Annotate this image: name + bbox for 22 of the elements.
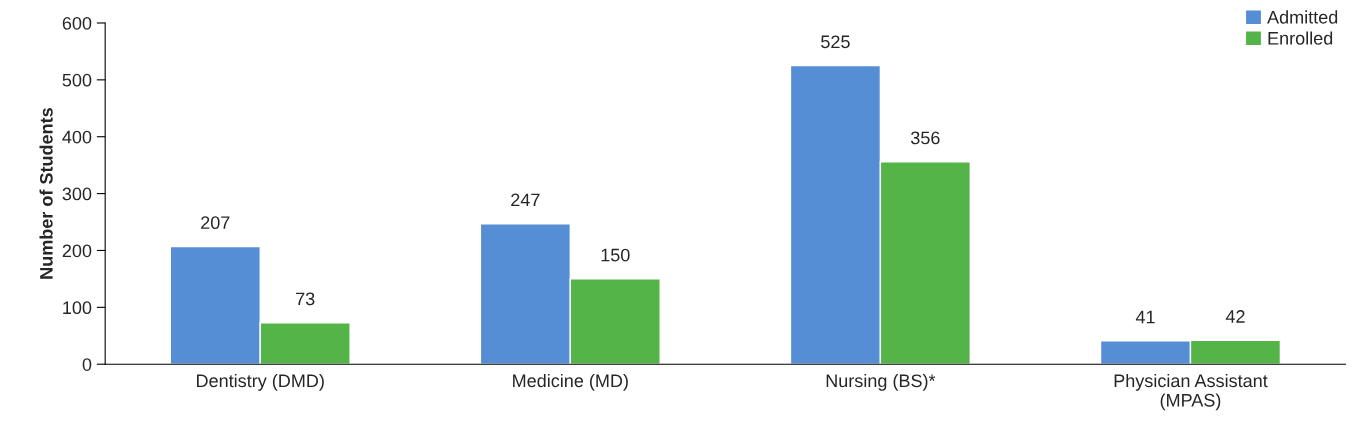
y-tick-label: 300 — [62, 187, 92, 201]
data-label: 356 — [910, 131, 940, 145]
legend-label: Admitted — [1267, 10, 1338, 24]
data-label: 525 — [821, 35, 850, 49]
data-label: 41 — [1135, 310, 1155, 324]
data-label: 42 — [1225, 310, 1245, 323]
legend-label: Enrolled — [1268, 31, 1333, 45]
y-tick-label: 0 — [82, 358, 92, 371]
x-tick-label: Dentistry (DMD) — [197, 373, 324, 391]
x-tick-label: Medicine (MD) — [513, 373, 628, 391]
y-tick-label: 400 — [62, 130, 92, 144]
y-axis-title: Number of Students — [39, 108, 53, 279]
y-tick-label: 600 — [62, 16, 92, 30]
x-tick-label: Nursing (BS)* — [826, 373, 936, 391]
data-label: 247 — [511, 193, 540, 207]
y-tick-label: 200 — [62, 244, 92, 258]
y-tick-label: 500 — [62, 73, 92, 87]
data-label: 207 — [201, 216, 230, 230]
x-tick-label: Physician Assistant (MPAS) — [1114, 373, 1268, 411]
y-tick-label: 100 — [63, 301, 92, 315]
data-label: 73 — [296, 292, 315, 306]
data-label: 150 — [601, 248, 630, 262]
